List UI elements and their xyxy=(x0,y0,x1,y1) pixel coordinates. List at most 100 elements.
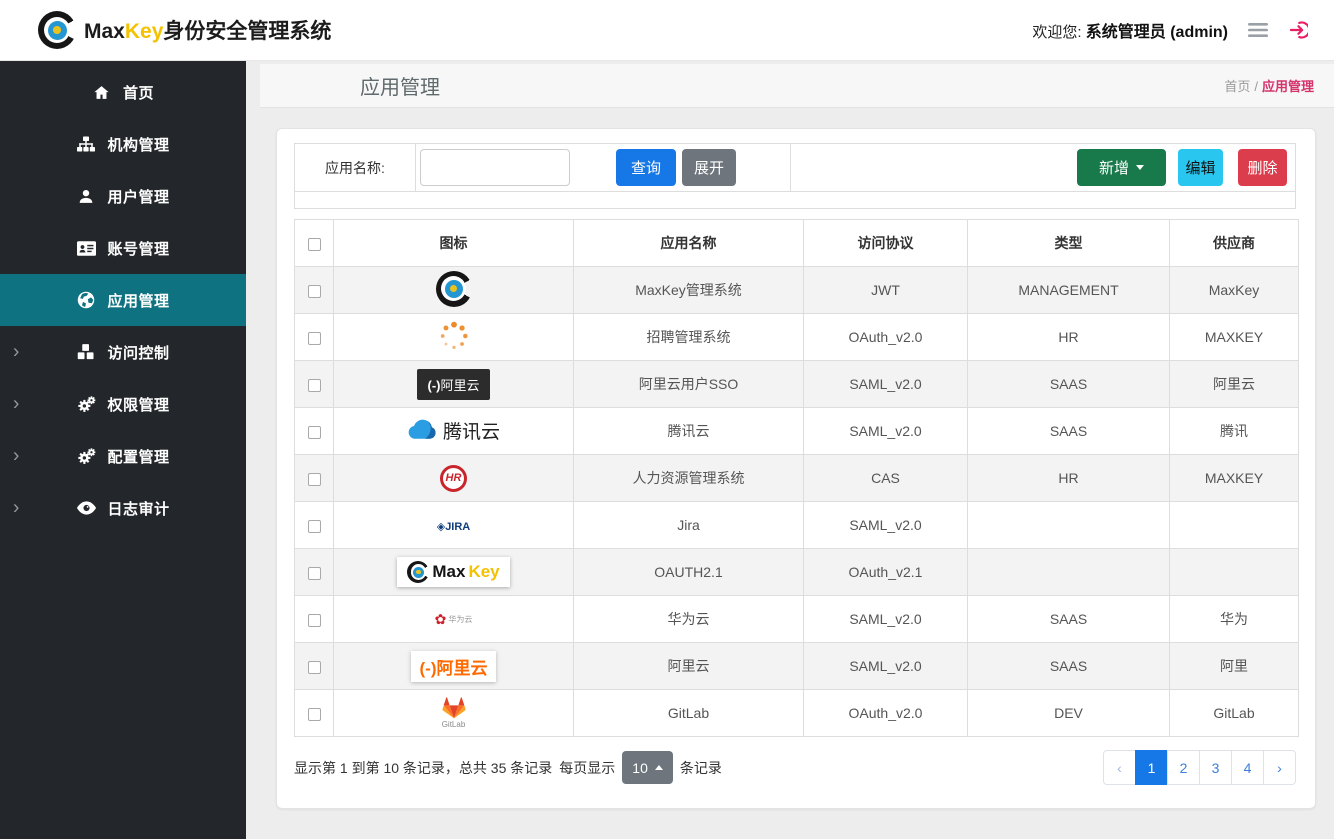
query-button[interactable]: 查询 xyxy=(616,149,676,186)
jira-logo: ◈JIRA xyxy=(436,521,471,533)
checkbox-cell xyxy=(294,313,334,361)
tencent-cloud-logo: 腾讯云 xyxy=(407,417,500,444)
checkbox-cell xyxy=(294,501,334,549)
id-card-icon xyxy=(76,240,96,256)
page-3[interactable]: 3 xyxy=(1199,750,1232,785)
checkbox-cell xyxy=(294,266,334,314)
protocol-cell: SAML_v2.0 xyxy=(803,360,968,408)
maxkey-logo xyxy=(435,270,472,307)
row-checkbox[interactable] xyxy=(307,660,321,674)
table-header-row: 图标 应用名称 访问协议 类型 供应商 xyxy=(294,219,1299,267)
checkbox-cell xyxy=(294,689,334,737)
icon-cell: Max Key xyxy=(333,548,574,596)
edit-button[interactable]: 编辑 xyxy=(1178,149,1223,186)
page-title: 应用管理 xyxy=(360,77,440,99)
name-cell: 阿里云用户SSO xyxy=(573,360,804,408)
add-button[interactable]: 新增 xyxy=(1077,149,1166,186)
sidebar-item-audit[interactable]: › 日志审计 xyxy=(0,482,246,534)
gears-icon xyxy=(76,447,96,465)
row-checkbox[interactable] xyxy=(307,284,321,298)
type-cell xyxy=(967,548,1170,596)
breadcrumb-current: 应用管理 xyxy=(1261,79,1314,94)
delete-button[interactable]: 删除 xyxy=(1238,149,1287,186)
sidebar-item-access[interactable]: › 访问控制 xyxy=(0,326,246,378)
checkbox-cell xyxy=(294,642,334,690)
column-header: 图标 xyxy=(333,219,574,267)
protocol-cell: SAML_v2.0 xyxy=(803,407,968,455)
page-prev[interactable]: ‹ xyxy=(1103,750,1136,785)
hr-logo: HR xyxy=(440,464,467,492)
sidebar-item-account[interactable]: 账号管理 xyxy=(0,222,246,274)
type-cell: SAAS xyxy=(967,360,1170,408)
sidebar-item-label: 机构管理 xyxy=(107,136,170,154)
chevron-right-icon: › xyxy=(13,341,20,363)
maxkey-full-logo: Max Key xyxy=(397,557,510,587)
aliyun-dark-logo: (-)阿里云 xyxy=(417,368,490,400)
name-cell: Jira xyxy=(573,501,804,549)
vendor-cell: MaxKey xyxy=(1169,266,1299,314)
app-table: 图标 应用名称 访问协议 类型 供应商 MaxKey管理系统 JWT MANAGEMENT M… xyxy=(294,219,1299,737)
select-all-checkbox[interactable] xyxy=(307,237,321,251)
layout: 首页 机构管理 用户管理 账号管理 应用管理 › 访问控制 › 权限管理 › 配置管理 › 日志审计 应… xyxy=(0,61,1334,839)
globe-icon xyxy=(76,291,96,309)
row-checkbox[interactable] xyxy=(307,613,321,627)
app-management-card: 应用名称: 查询 展开 新增 编辑 删除 xyxy=(276,128,1316,809)
logout-icon[interactable] xyxy=(1288,20,1308,40)
welcome-user: 系统管理员 (admin) xyxy=(1085,24,1228,41)
table-row: GitLab GitLab OAuth_v2.0 DEV GitLab xyxy=(294,689,1299,737)
page-4[interactable]: 4 xyxy=(1231,750,1264,785)
brand: MaxKey身份安全管理系统 xyxy=(38,11,331,49)
brand-max: Max xyxy=(84,20,125,43)
sidebar-item-permission[interactable]: › 权限管理 xyxy=(0,378,246,430)
sidebar-item-label: 用户管理 xyxy=(107,188,170,206)
page-size-dropdown[interactable]: 10 xyxy=(622,751,673,784)
page-next[interactable]: › xyxy=(1263,750,1296,785)
topbar: MaxKey身份安全管理系统 欢迎您: 系统管理员 (admin) xyxy=(0,0,1334,61)
add-button-label: 新增 xyxy=(1098,160,1129,177)
row-checkbox[interactable] xyxy=(307,331,321,345)
page-1[interactable]: 1 xyxy=(1135,750,1168,785)
app-name-input[interactable] xyxy=(420,149,570,186)
vendor-cell xyxy=(1169,548,1299,596)
checkbox-cell xyxy=(294,360,334,408)
brand-suffix: 身份安全管理系统 xyxy=(163,20,332,43)
row-checkbox[interactable] xyxy=(307,707,321,721)
column-header: 应用名称 xyxy=(573,219,804,267)
name-cell: 腾讯云 xyxy=(573,407,804,455)
row-checkbox[interactable] xyxy=(307,472,321,486)
table-footer: 显示第 1 到第 10 条记录，总共 35 条记录 每页显示 10 条记录 ‹ 1… xyxy=(294,750,1296,785)
protocol-cell: OAuth_v2.0 xyxy=(803,689,968,737)
sidebar-item-label: 配置管理 xyxy=(107,448,170,466)
sidebar-item-label: 应用管理 xyxy=(107,292,170,310)
table-row: 招聘管理系统 OAuth_v2.0 HR MAXKEY xyxy=(294,313,1299,361)
hamburger-menu-icon[interactable] xyxy=(1248,22,1268,38)
sidebar-item-org[interactable]: 机构管理 xyxy=(0,118,246,170)
summary-text: 显示第 1 到第 10 条记录，总共 35 条记录 xyxy=(294,759,553,776)
sidebar-item-config[interactable]: › 配置管理 xyxy=(0,430,246,482)
protocol-cell: SAML_v2.0 xyxy=(803,595,968,643)
expand-button[interactable]: 展开 xyxy=(682,149,736,186)
breadcrumb-separator: / xyxy=(1254,79,1258,94)
row-checkbox[interactable] xyxy=(307,425,321,439)
name-cell: 阿里云 xyxy=(573,642,804,690)
table-body: MaxKey管理系统 JWT MANAGEMENT MaxKey 招聘管理系统 OAuth… xyxy=(294,266,1299,737)
maxkey-logo-icon xyxy=(38,11,76,49)
checkbox-cell xyxy=(294,595,334,643)
icon-cell: (-)阿里云 xyxy=(333,642,574,690)
sidebar-item-user[interactable]: 用户管理 xyxy=(0,170,246,222)
page-2[interactable]: 2 xyxy=(1167,750,1200,785)
vendor-cell xyxy=(1169,501,1299,549)
sidebar-item-app[interactable]: 应用管理 xyxy=(0,274,246,326)
row-checkbox[interactable] xyxy=(307,378,321,392)
icon-cell: 腾讯云 xyxy=(333,407,574,455)
row-checkbox[interactable] xyxy=(307,519,321,533)
row-checkbox[interactable] xyxy=(307,566,321,580)
sidebar-item-label: 日志审计 xyxy=(107,500,170,518)
vendor-cell: GitLab xyxy=(1169,689,1299,737)
breadcrumb-home-link[interactable]: 首页 xyxy=(1224,79,1251,94)
page-header: 应用管理 首页 / 应用管理 xyxy=(260,64,1334,108)
name-cell: 华为云 xyxy=(573,595,804,643)
type-cell: DEV xyxy=(967,689,1170,737)
sidebar-item-home[interactable]: 首页 xyxy=(0,66,246,118)
caret-down-icon xyxy=(1136,165,1144,170)
